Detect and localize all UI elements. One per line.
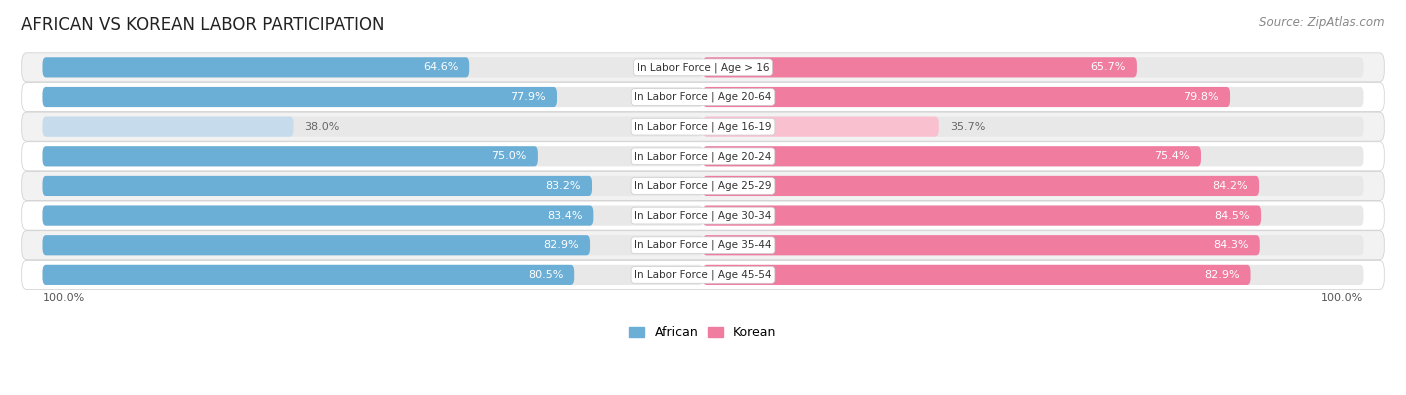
Text: 82.9%: 82.9% bbox=[544, 240, 579, 250]
Text: 80.5%: 80.5% bbox=[527, 270, 564, 280]
FancyBboxPatch shape bbox=[42, 57, 470, 77]
Text: In Labor Force | Age 35-44: In Labor Force | Age 35-44 bbox=[634, 240, 772, 250]
FancyBboxPatch shape bbox=[703, 235, 1260, 255]
FancyBboxPatch shape bbox=[21, 53, 1385, 82]
FancyBboxPatch shape bbox=[703, 235, 1364, 255]
FancyBboxPatch shape bbox=[703, 87, 1364, 107]
FancyBboxPatch shape bbox=[42, 176, 592, 196]
FancyBboxPatch shape bbox=[703, 57, 1137, 77]
Text: 75.0%: 75.0% bbox=[492, 151, 527, 161]
FancyBboxPatch shape bbox=[42, 117, 294, 137]
FancyBboxPatch shape bbox=[42, 146, 538, 166]
Text: 100.0%: 100.0% bbox=[1322, 293, 1364, 303]
FancyBboxPatch shape bbox=[42, 235, 703, 255]
Text: 64.6%: 64.6% bbox=[423, 62, 458, 72]
Text: 65.7%: 65.7% bbox=[1091, 62, 1126, 72]
Text: 77.9%: 77.9% bbox=[510, 92, 546, 102]
Text: In Labor Force | Age 16-19: In Labor Force | Age 16-19 bbox=[634, 121, 772, 132]
FancyBboxPatch shape bbox=[703, 265, 1364, 285]
FancyBboxPatch shape bbox=[703, 117, 939, 137]
Text: AFRICAN VS KOREAN LABOR PARTICIPATION: AFRICAN VS KOREAN LABOR PARTICIPATION bbox=[21, 16, 385, 34]
FancyBboxPatch shape bbox=[42, 265, 574, 285]
FancyBboxPatch shape bbox=[703, 205, 1364, 226]
FancyBboxPatch shape bbox=[42, 87, 557, 107]
FancyBboxPatch shape bbox=[703, 265, 1250, 285]
Text: In Labor Force | Age 20-24: In Labor Force | Age 20-24 bbox=[634, 151, 772, 162]
Text: 84.3%: 84.3% bbox=[1213, 240, 1249, 250]
FancyBboxPatch shape bbox=[703, 87, 1230, 107]
FancyBboxPatch shape bbox=[21, 112, 1385, 141]
Text: 75.4%: 75.4% bbox=[1154, 151, 1189, 161]
Text: 79.8%: 79.8% bbox=[1184, 92, 1219, 102]
FancyBboxPatch shape bbox=[703, 57, 1364, 77]
FancyBboxPatch shape bbox=[21, 201, 1385, 230]
FancyBboxPatch shape bbox=[42, 205, 703, 226]
Text: In Labor Force | Age 30-34: In Labor Force | Age 30-34 bbox=[634, 211, 772, 221]
FancyBboxPatch shape bbox=[21, 171, 1385, 201]
FancyBboxPatch shape bbox=[42, 176, 703, 196]
Text: 100.0%: 100.0% bbox=[42, 293, 84, 303]
Text: 84.2%: 84.2% bbox=[1212, 181, 1249, 191]
FancyBboxPatch shape bbox=[42, 87, 703, 107]
FancyBboxPatch shape bbox=[703, 176, 1260, 196]
FancyBboxPatch shape bbox=[42, 205, 593, 226]
Text: In Labor Force | Age 25-29: In Labor Force | Age 25-29 bbox=[634, 181, 772, 191]
FancyBboxPatch shape bbox=[703, 176, 1364, 196]
FancyBboxPatch shape bbox=[42, 57, 703, 77]
Text: 35.7%: 35.7% bbox=[950, 122, 986, 132]
FancyBboxPatch shape bbox=[703, 205, 1261, 226]
Text: In Labor Force | Age 20-64: In Labor Force | Age 20-64 bbox=[634, 92, 772, 102]
Text: Source: ZipAtlas.com: Source: ZipAtlas.com bbox=[1260, 16, 1385, 29]
Text: 83.4%: 83.4% bbox=[547, 211, 582, 220]
FancyBboxPatch shape bbox=[42, 235, 591, 255]
FancyBboxPatch shape bbox=[42, 117, 703, 137]
Text: 38.0%: 38.0% bbox=[305, 122, 340, 132]
FancyBboxPatch shape bbox=[42, 146, 703, 166]
FancyBboxPatch shape bbox=[703, 146, 1201, 166]
Text: 84.5%: 84.5% bbox=[1215, 211, 1250, 220]
Text: In Labor Force | Age 45-54: In Labor Force | Age 45-54 bbox=[634, 270, 772, 280]
FancyBboxPatch shape bbox=[21, 142, 1385, 171]
Legend: African, Korean: African, Korean bbox=[624, 321, 782, 344]
Text: In Labor Force | Age > 16: In Labor Force | Age > 16 bbox=[637, 62, 769, 73]
FancyBboxPatch shape bbox=[21, 260, 1385, 290]
FancyBboxPatch shape bbox=[42, 265, 703, 285]
Text: 82.9%: 82.9% bbox=[1204, 270, 1240, 280]
FancyBboxPatch shape bbox=[21, 231, 1385, 260]
Text: 83.2%: 83.2% bbox=[546, 181, 581, 191]
FancyBboxPatch shape bbox=[21, 83, 1385, 111]
FancyBboxPatch shape bbox=[703, 146, 1364, 166]
FancyBboxPatch shape bbox=[703, 117, 1364, 137]
